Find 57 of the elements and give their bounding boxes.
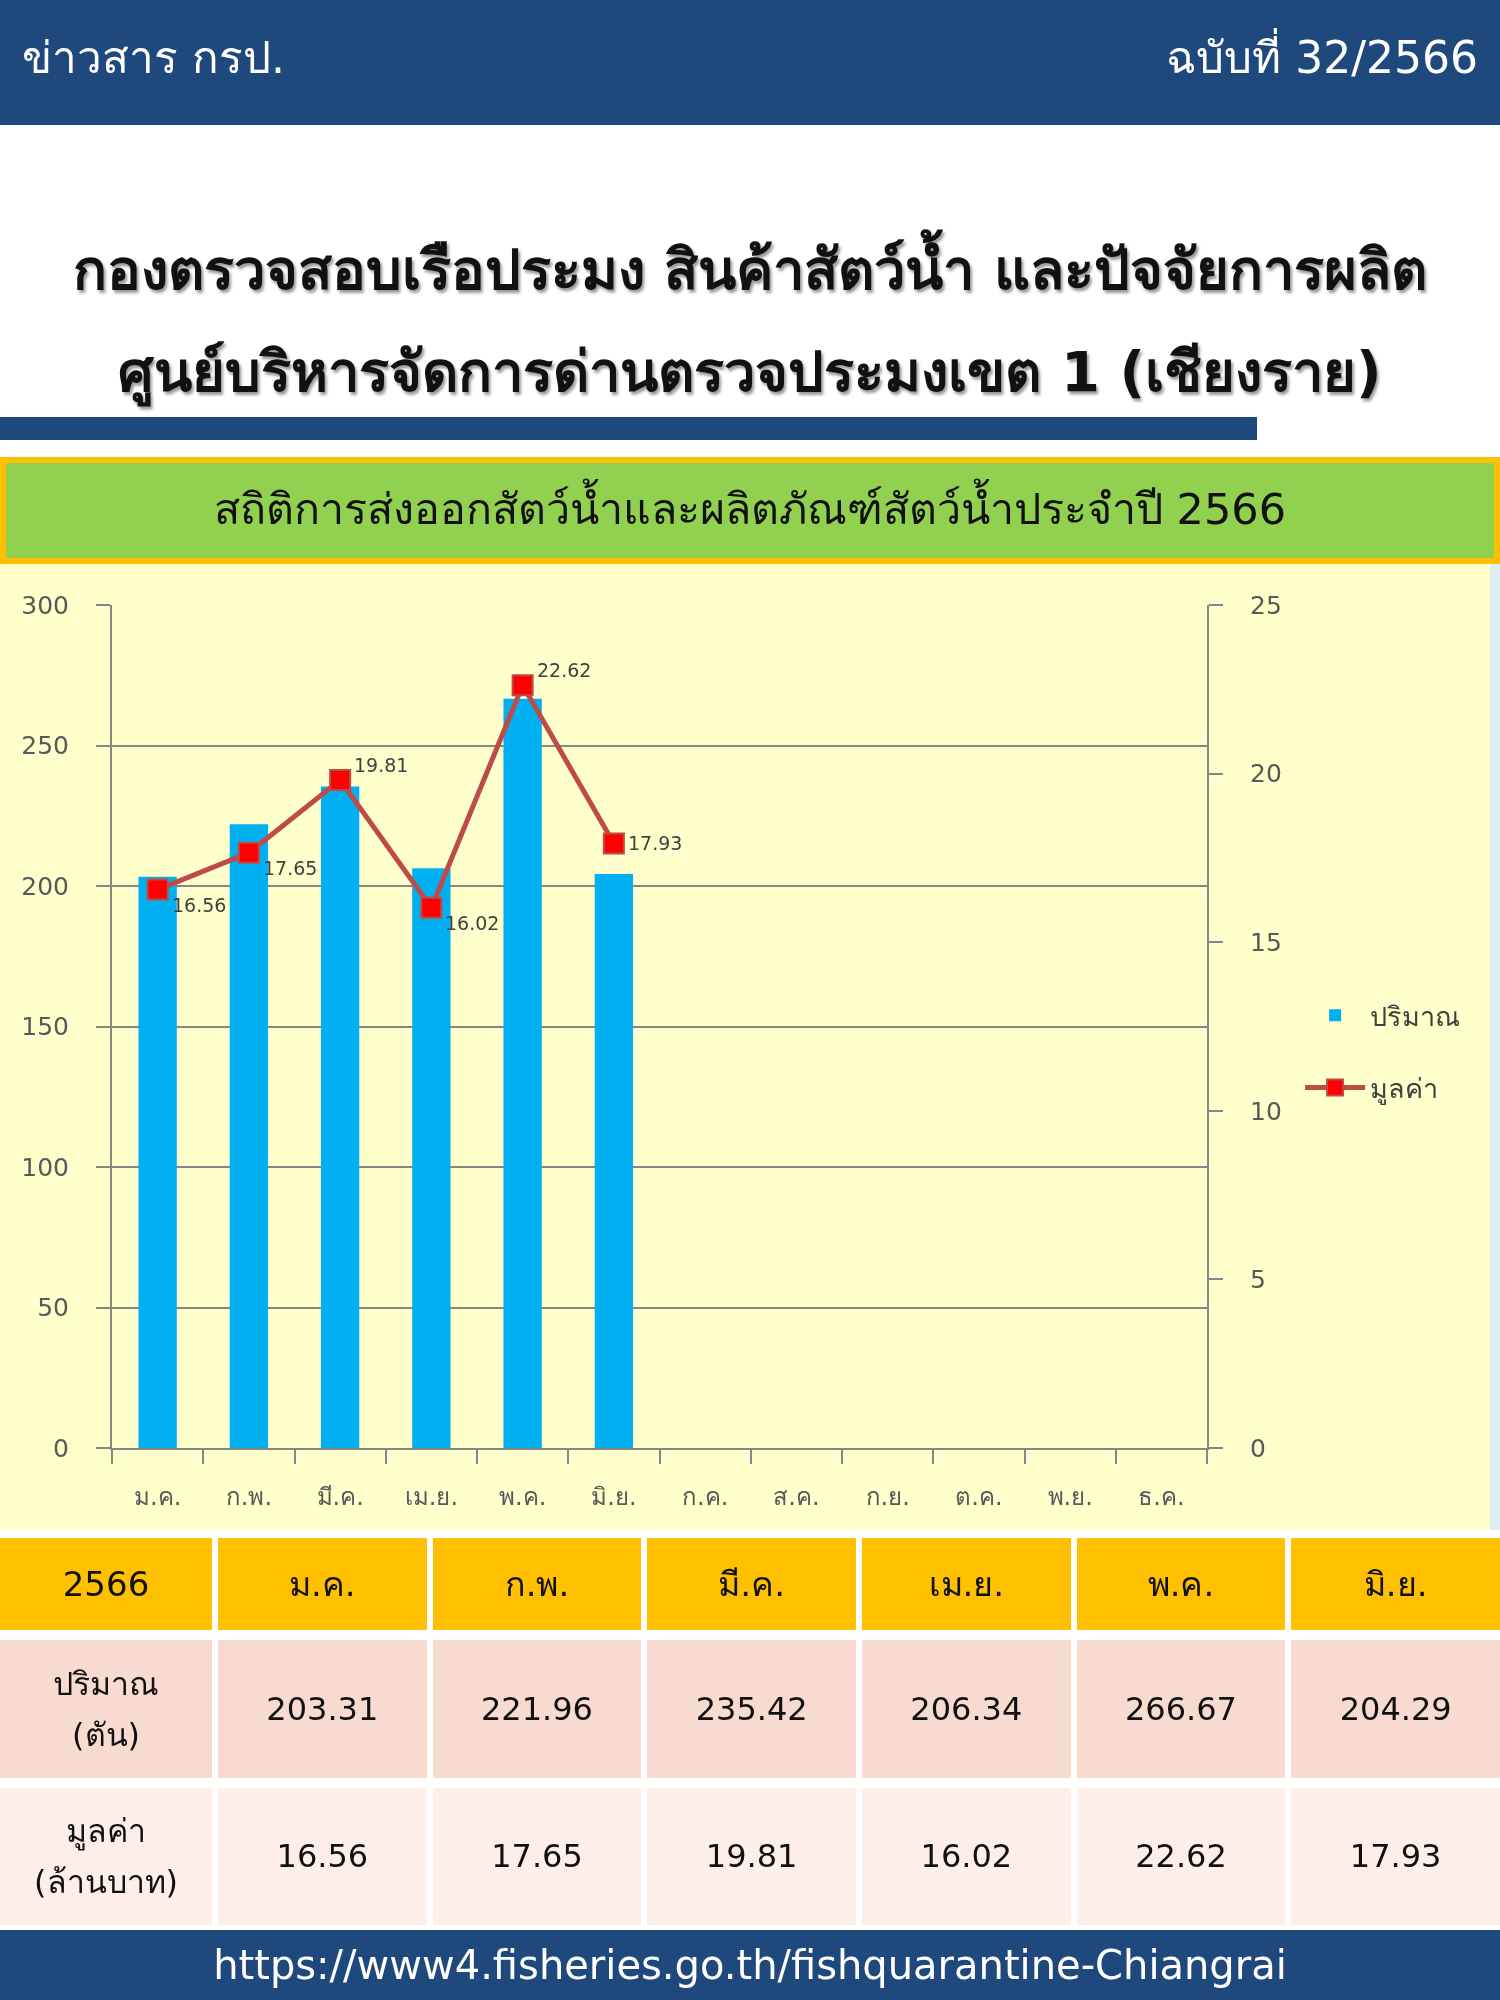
- x-tick-label: ม.ค.: [134, 1482, 182, 1511]
- x-tick-label: เม.ย.: [404, 1482, 459, 1511]
- text: 16.56: [276, 1837, 369, 1876]
- category-label: พ.ค.: [1147, 1564, 1215, 1604]
- y2-tick-label: 5: [1250, 1265, 1266, 1295]
- y-tick-label: 250: [21, 731, 69, 761]
- category-label: ก.พ.: [504, 1564, 570, 1604]
- legend-label: ปริมาณ: [1370, 1000, 1461, 1032]
- x-tick-label: พ.ค.: [499, 1482, 547, 1511]
- y-tick-label: 50: [37, 1293, 69, 1323]
- text: กองตรวจสอบเรือประมง สินค้าสัตว์น้ำ และปัจจัยการผลิต: [72, 228, 1428, 304]
- y-tick-label: 0: [53, 1433, 69, 1463]
- text: 221.96: [432, 1640, 642, 1778]
- text: 19.81: [705, 1837, 798, 1876]
- text: ปริมาณ (ตัน): [0, 1640, 212, 1778]
- text: https://www4.fisheries.go.th/fishquarantine-Chiangrai: [213, 1942, 1287, 1988]
- text: 206.34: [862, 1640, 1071, 1778]
- text: 2566: [0, 1538, 212, 1630]
- text: ศูนย์บริหารจัดการด่านตรวจประมงเขต 1 (เชียงราย): [117, 338, 1383, 409]
- legend-label: มูลค่า: [1370, 1072, 1439, 1105]
- x-tick-label: พ.ย.: [1047, 1482, 1093, 1511]
- x-tick-label: ต.ค.: [955, 1482, 1003, 1511]
- x-tick-label: ก.พ.: [225, 1482, 273, 1511]
- x-tick-label: ก.ค.: [682, 1482, 729, 1511]
- y-tick-label: 100: [21, 1152, 69, 1182]
- x-tick-label: ธ.ค.: [1138, 1482, 1185, 1511]
- category-label: มี.ค.: [718, 1564, 785, 1604]
- text: 235.42: [647, 1640, 856, 1778]
- chart-title: สถิติการส่งออกสัตว์น้ำและผลิตภัณฑ์สัตว์น้ำประจำปี 2566: [212, 477, 1288, 536]
- text: 17.93: [1349, 1837, 1442, 1876]
- text: 266.67: [1076, 1640, 1286, 1778]
- x-tick-label: ส.ค.: [773, 1482, 820, 1511]
- text: ฉบับที่ 32/2566: [1166, 28, 1478, 85]
- y-tick-label: 300: [21, 590, 69, 620]
- text: 17.65: [491, 1837, 583, 1876]
- y2-tick-label: 0: [1250, 1433, 1266, 1463]
- y-tick-label: 200: [21, 871, 69, 901]
- text: มูลค่า (ล้านบาท): [0, 1787, 212, 1925]
- data-label: 22.62: [537, 659, 592, 681]
- text: 204.29: [1291, 1640, 1500, 1778]
- text: ข่าวสาร กรป.: [22, 31, 285, 85]
- x-tick-label: มิ.ย.: [591, 1482, 637, 1511]
- x-tick-label: มี.ค.: [316, 1482, 364, 1511]
- y2-tick-label: 15: [1250, 927, 1282, 957]
- text: 16.02: [920, 1837, 1013, 1876]
- y2-tick-label: 10: [1250, 1096, 1282, 1126]
- y-tick-label: 150: [21, 1012, 69, 1042]
- data-label: 19.81: [354, 754, 409, 776]
- text: 203.31: [218, 1640, 427, 1778]
- category-label: เม.ย.: [928, 1564, 1005, 1604]
- data-label: 17.93: [628, 832, 683, 854]
- category-label: ม.ค.: [289, 1564, 356, 1604]
- y2-tick-label: 20: [1250, 759, 1282, 789]
- x-tick-label: ก.ย.: [865, 1482, 910, 1511]
- text: 22.62: [1135, 1837, 1227, 1876]
- y2-tick-label: 25: [1250, 590, 1282, 620]
- category-label: มิ.ย.: [1363, 1564, 1428, 1604]
